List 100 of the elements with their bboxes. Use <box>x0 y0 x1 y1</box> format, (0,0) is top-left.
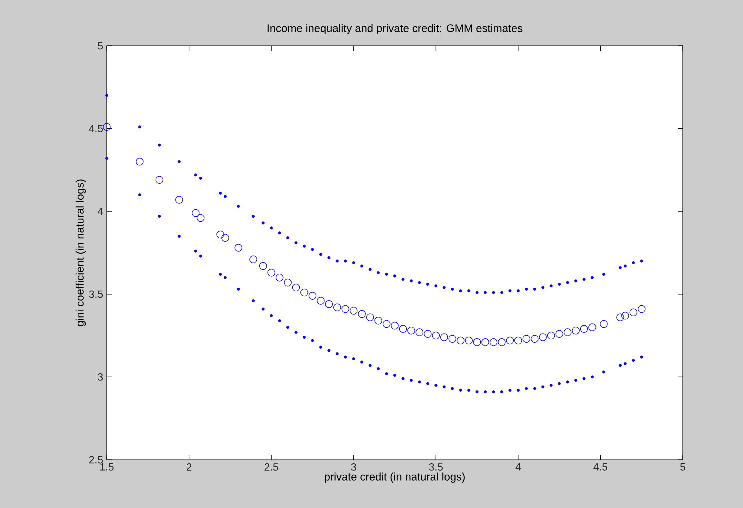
point <box>476 390 479 394</box>
x-tick-label: 2 <box>186 464 192 471</box>
point <box>640 260 644 263</box>
point <box>440 334 448 342</box>
point <box>590 276 594 280</box>
point <box>590 376 594 379</box>
point <box>542 286 545 290</box>
point <box>580 325 588 334</box>
point <box>156 176 164 184</box>
point <box>319 253 322 256</box>
y-tick-label: 2.5 <box>89 456 104 464</box>
point <box>360 264 364 268</box>
point <box>442 286 446 290</box>
point <box>319 346 322 349</box>
point <box>368 364 372 368</box>
point <box>344 356 348 359</box>
point <box>426 382 430 386</box>
point <box>516 290 520 293</box>
point <box>262 222 265 225</box>
point <box>222 234 230 242</box>
point <box>516 388 520 392</box>
point <box>582 278 586 281</box>
point <box>176 196 184 204</box>
point <box>416 328 424 336</box>
point <box>336 352 339 356</box>
point <box>572 326 580 335</box>
point <box>465 336 473 345</box>
point <box>270 314 274 318</box>
point <box>237 288 240 291</box>
point <box>492 390 496 394</box>
point <box>550 384 553 387</box>
point <box>219 192 222 195</box>
point <box>432 332 440 340</box>
point <box>252 300 255 303</box>
point <box>262 308 265 311</box>
point <box>564 328 572 336</box>
point <box>199 254 202 258</box>
point <box>618 364 622 368</box>
point <box>366 314 374 322</box>
point <box>344 260 348 263</box>
point <box>582 377 586 380</box>
point <box>442 386 446 389</box>
point <box>542 386 545 389</box>
point <box>640 356 644 359</box>
point <box>408 326 416 335</box>
point <box>216 230 224 239</box>
point <box>492 291 496 294</box>
point <box>451 288 454 291</box>
point <box>566 281 570 284</box>
point <box>382 320 391 328</box>
point <box>178 234 181 238</box>
point <box>374 317 382 325</box>
point <box>286 236 290 240</box>
point <box>311 339 314 342</box>
point <box>588 324 596 332</box>
point <box>358 310 366 318</box>
point <box>394 274 396 278</box>
point <box>434 384 438 387</box>
point <box>533 387 536 390</box>
point <box>525 387 528 390</box>
point <box>342 305 350 314</box>
point <box>278 319 282 322</box>
y-tick-label: 4 <box>98 208 104 216</box>
x-tick-label: 2.5 <box>264 464 278 471</box>
point <box>336 260 339 263</box>
point <box>252 215 255 218</box>
point <box>418 281 422 284</box>
point <box>550 284 553 288</box>
point <box>484 390 488 394</box>
point <box>368 268 372 272</box>
point <box>158 215 162 218</box>
point <box>270 226 274 230</box>
y-tick-label: 5 <box>98 42 104 50</box>
x-axis-title: private credit (in natural logs) <box>325 472 465 483</box>
point <box>385 273 388 276</box>
x-tick-label: 4 <box>516 464 522 471</box>
point <box>600 320 608 328</box>
point <box>434 284 438 288</box>
point <box>500 291 504 294</box>
point <box>308 292 317 300</box>
point <box>630 308 638 317</box>
point <box>459 388 462 392</box>
point <box>377 271 380 274</box>
point <box>476 291 479 294</box>
point <box>547 332 556 340</box>
point <box>522 335 531 343</box>
y-axis-title: gini coefficient (in natural logs) <box>76 180 86 326</box>
point <box>194 250 198 253</box>
point <box>506 336 514 345</box>
x-tick-label: 5 <box>680 464 686 471</box>
point <box>294 330 298 334</box>
point <box>352 357 356 360</box>
point <box>302 244 306 248</box>
point <box>616 314 624 322</box>
point <box>399 325 408 334</box>
point <box>490 338 498 346</box>
y-tick-label: 4.5 <box>89 125 104 132</box>
point <box>136 158 144 166</box>
chart-title: Income inequality and private credit: GMM estimates <box>268 24 523 34</box>
point <box>350 307 358 315</box>
